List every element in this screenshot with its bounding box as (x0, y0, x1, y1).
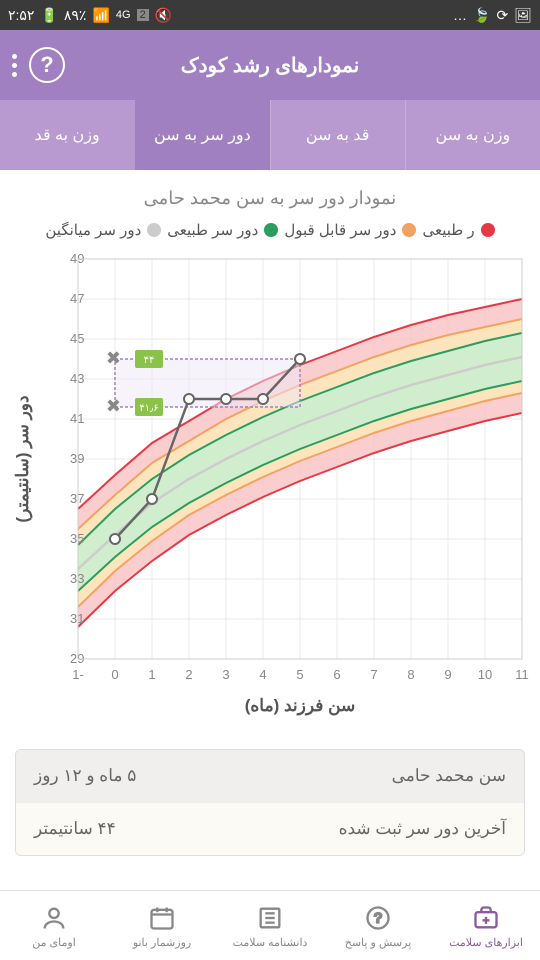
nav-health-tools[interactable]: ابزارهای سلامت (432, 891, 540, 960)
svg-text:2: 2 (185, 667, 192, 682)
legend-label-0: ر طبیعی (422, 221, 474, 239)
mute-icon: 🔇 (155, 7, 172, 24)
svg-text:✖: ✖ (106, 396, 121, 416)
legend-label-3: دور سر میانگین (45, 221, 141, 239)
nav-profile[interactable]: اومای من (0, 891, 108, 960)
svg-text:5: 5 (296, 667, 303, 682)
svg-text:۴۴: ۴۴ (144, 355, 155, 366)
svg-text:1: 1 (148, 667, 155, 682)
info-row-age: سن محمد حامی ۵ ماه و ۱۲ روز (16, 750, 524, 802)
legend-label-2: دور سر طبیعی (167, 221, 258, 239)
nav-label-0: ابزارهای سلامت (449, 936, 523, 949)
sim-label: 2 (137, 9, 149, 21)
svg-text:3: 3 (222, 667, 229, 682)
svg-text:-1: -1 (72, 667, 84, 682)
profile-icon (39, 903, 69, 933)
svg-text:45: 45 (70, 331, 84, 346)
svg-text:11: 11 (515, 667, 529, 682)
legend-label-1: دور سر قابل قبول (284, 221, 396, 239)
svg-text:41: 41 (70, 411, 84, 426)
svg-text:10: 10 (478, 667, 492, 682)
network-label: 4G (116, 9, 131, 21)
page-title: نمودارهای رشد کودک (181, 53, 360, 78)
status-bar: ۲:۵۲ 🔋 ۸۹٪ 📶 4G 2 🔇 … 🍃 ⟳ 🖼 (0, 0, 540, 30)
info-last-label: آخرین دور سر ثبت شده (339, 819, 506, 839)
svg-text:35: 35 (70, 531, 84, 546)
tab-weight-height[interactable]: وزن به قد (0, 100, 134, 170)
menu-icon[interactable] (12, 54, 17, 77)
svg-text:سن فرزند (ماه): سن فرزند (ماه) (245, 696, 356, 716)
battery-pct: ۸۹٪ (64, 7, 87, 24)
chart-legend: ر طبیعی دور سر قابل قبول دور سر طبیعی دو… (0, 221, 540, 239)
info-row-last: آخرین دور سر ثبت شده ۴۴ سانتیمتر (16, 802, 524, 855)
legend-dot-green (264, 223, 278, 237)
svg-text:0: 0 (111, 667, 118, 682)
svg-text:✖: ✖ (106, 348, 121, 368)
nav-label-1: پرسش و پاسخ (345, 936, 412, 949)
svg-text:9: 9 (444, 667, 451, 682)
info-last-value: ۴۴ سانتیمتر (34, 819, 116, 839)
info-age-value: ۵ ماه و ۱۲ روز (34, 766, 136, 786)
nav-calendar[interactable]: روزشمار بانو (108, 891, 216, 960)
nav-qa[interactable]: ? پرسش و پاسخ (324, 891, 432, 960)
leaf-icon: 🍃 (473, 7, 490, 24)
nav-label-2: دانشنامه سلامت (233, 936, 308, 949)
svg-text:4: 4 (259, 667, 266, 682)
legend-dot-red (481, 223, 495, 237)
tabs: وزن به سن قد به سن دور سر به سن وزن به ق… (0, 100, 540, 170)
tab-weight-age[interactable]: وزن به سن (405, 100, 540, 170)
chart-title: نمودار دور سر به سن محمد حامی (0, 188, 540, 209)
tab-head-age[interactable]: دور سر به سن (134, 100, 269, 170)
svg-text:دور سر (سانتیمتر): دور سر (سانتیمتر) (13, 395, 33, 522)
svg-text:7: 7 (370, 667, 377, 682)
help-icon[interactable]: ? (29, 47, 65, 83)
growth-chart: ✖۴۴✖۴۱٫۶2931333537394143454749-101234567… (8, 249, 532, 729)
legend-dot-gray (147, 223, 161, 237)
svg-text:۴۱٫۶: ۴۱٫۶ (139, 403, 158, 414)
status-time: ۲:۵۲ (8, 7, 34, 24)
svg-text:47: 47 (70, 291, 84, 306)
picture-icon: 🖼 (514, 7, 532, 24)
battery-icon: 🔋 (40, 7, 57, 24)
dots-icon: … (453, 7, 467, 23)
book-icon (255, 903, 285, 933)
svg-text:31: 31 (70, 611, 84, 626)
app-header: ? نمودارهای رشد کودک (0, 30, 540, 100)
signal-icon: 📶 (92, 7, 109, 24)
info-name-label: سن محمد حامی (392, 766, 506, 786)
nav-label-3: روزشمار بانو (133, 936, 191, 949)
refresh-icon: ⟳ (496, 7, 508, 24)
nav-encyclopedia[interactable]: دانشنامه سلامت (216, 891, 324, 960)
info-card: سن محمد حامی ۵ ماه و ۱۲ روز آخرین دور سر… (15, 749, 525, 856)
calendar-icon (147, 903, 177, 933)
svg-text:43: 43 (70, 371, 84, 386)
svg-text:?: ? (374, 909, 382, 925)
svg-text:8: 8 (407, 667, 414, 682)
tab-height-age[interactable]: قد به سن (270, 100, 405, 170)
nav-label-4: اومای من (32, 936, 76, 949)
svg-text:37: 37 (70, 491, 84, 506)
legend-dot-orange (402, 223, 416, 237)
medkit-icon (471, 903, 501, 933)
svg-text:39: 39 (70, 451, 84, 466)
question-icon: ? (363, 903, 393, 933)
svg-text:6: 6 (333, 667, 340, 682)
bottom-nav: ابزارهای سلامت ? پرسش و پاسخ دانشنامه سل… (0, 890, 540, 960)
svg-text:33: 33 (70, 571, 84, 586)
